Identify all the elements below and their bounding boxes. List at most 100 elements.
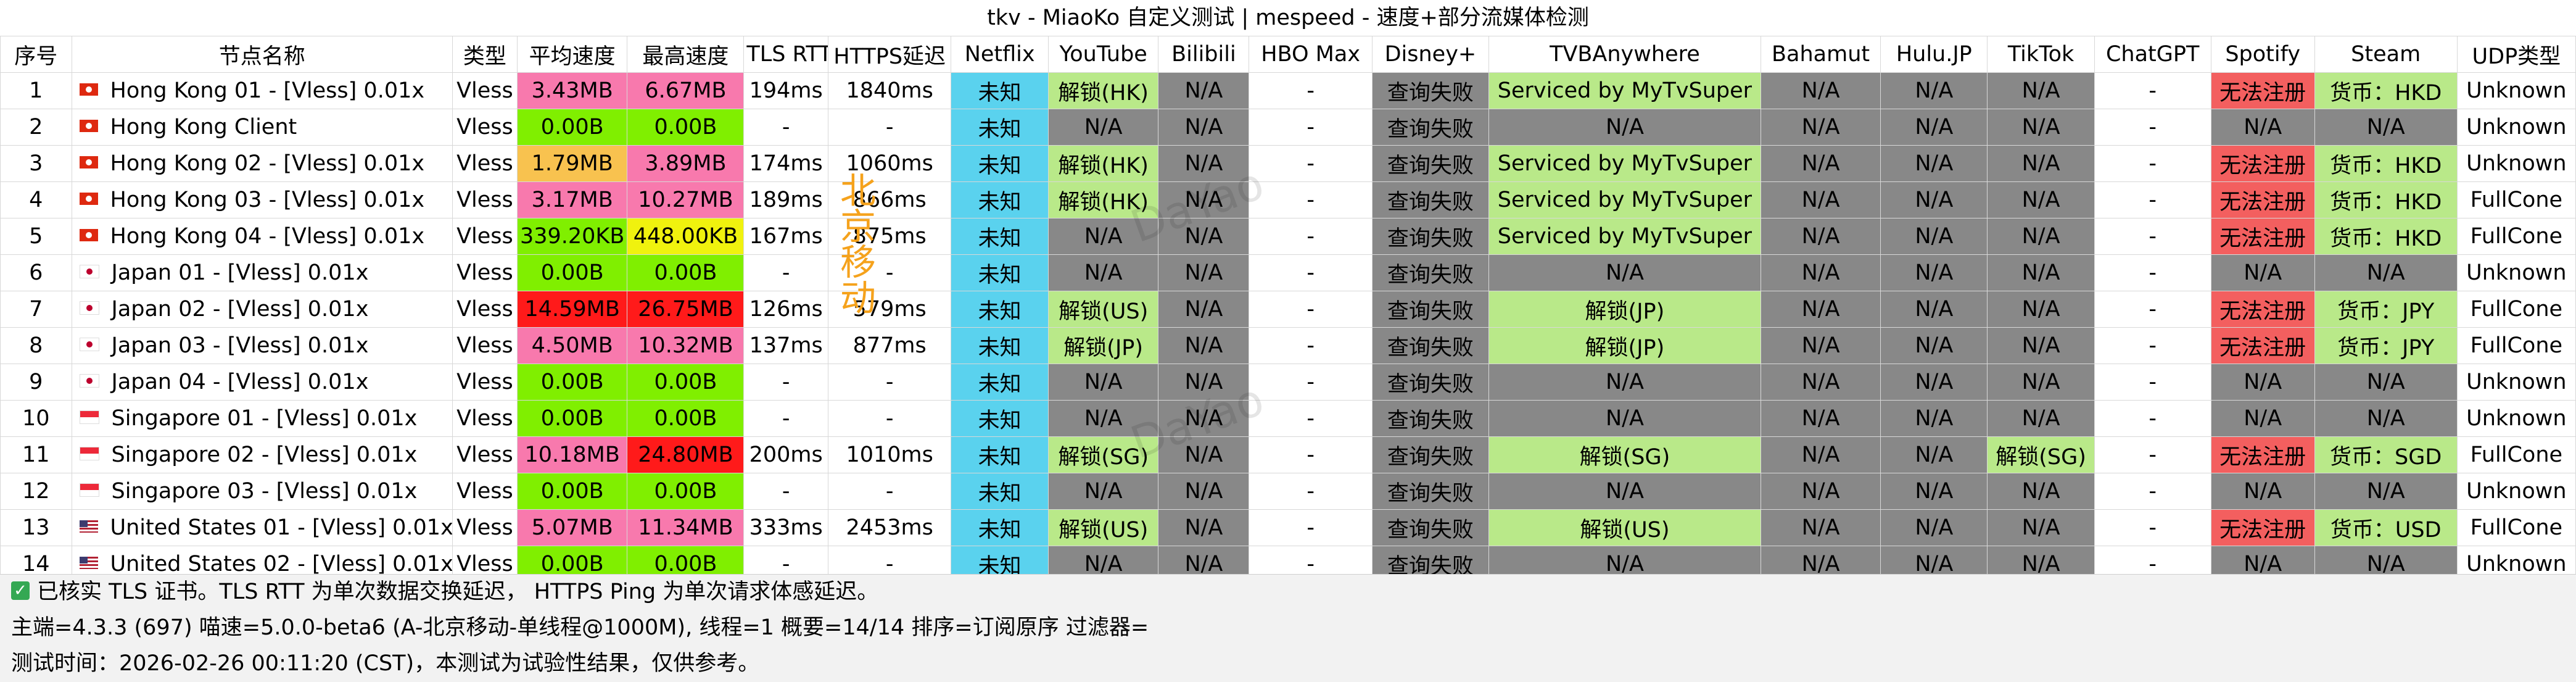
- cell-index: 12: [0, 473, 72, 510]
- cell-disney-plus: 查询失败: [1371, 436, 1489, 473]
- cell-netflix: 未知: [951, 254, 1049, 291]
- cell-hulu-jp: N/A: [1880, 291, 1988, 328]
- cell-steam: N/A: [2314, 109, 2458, 146]
- cell-https-latency: -: [827, 364, 952, 401]
- flag-jp-icon: [79, 301, 99, 315]
- cell-type: Vless: [452, 473, 518, 510]
- cell-hulu-jp: N/A: [1880, 145, 1988, 182]
- column-header-node-name: 节点名称: [71, 36, 453, 73]
- cell-netflix: 未知: [951, 327, 1049, 364]
- cell-tls-rtt: -: [743, 109, 828, 146]
- cell-tiktok: N/A: [1987, 400, 2095, 437]
- column-header-bahamut: Bahamut: [1760, 36, 1881, 73]
- cell-youtube: 解锁(US): [1047, 291, 1159, 328]
- node-name-text: Japan 02 - [Vless] 0.01x: [111, 297, 369, 322]
- cell-youtube: 解锁(US): [1047, 509, 1159, 546]
- cell-max-speed: 11.34MB: [627, 509, 745, 546]
- cell-chatgpt: -: [2094, 436, 2211, 473]
- table-row: 6 Japan 01 - [Vless] 0.01x Vless 0.00B 0.00B…: [0, 254, 2576, 291]
- cell-youtube: 解锁(JP): [1047, 327, 1159, 364]
- flag-hk-icon: [79, 83, 98, 96]
- cell-tls-rtt: 194ms: [743, 72, 828, 109]
- cell-netflix: 未知: [951, 218, 1049, 255]
- cell-https-latency: 579ms: [827, 291, 952, 328]
- cell-max-speed: 10.32MB: [627, 327, 745, 364]
- cell-https-latency: 2453ms: [827, 509, 952, 546]
- cell-spotify: 无法注册: [2210, 291, 2315, 328]
- node-name-text: Singapore 01 - [Vless] 0.01x: [111, 406, 418, 431]
- cell-disney-plus: 查询失败: [1371, 145, 1489, 182]
- table-row: 8 Japan 03 - [Vless] 0.01x Vless 4.50MB 10.3…: [0, 327, 2576, 364]
- flag-hk-icon: [79, 156, 98, 168]
- cell-tls-rtt: 333ms: [743, 509, 828, 546]
- cell-avg-speed: 14.59MB: [516, 291, 628, 328]
- column-header-avg-speed: 平均速度: [516, 36, 628, 73]
- cell-youtube: N/A: [1047, 109, 1159, 146]
- table-row: 4 Hong Kong 03 - [Vless] 0.01x Vless 3.17MB…: [0, 181, 2576, 218]
- node-name-text: United States 01 - [Vless] 0.01x: [110, 515, 453, 540]
- cell-node-name: Hong Kong 04 - [Vless] 0.01x: [71, 218, 453, 255]
- cell-tiktok: N/A: [1987, 291, 2095, 328]
- cell-youtube: N/A: [1047, 218, 1159, 255]
- cell-netflix: 未知: [951, 72, 1049, 109]
- cell-node-name: United States 01 - [Vless] 0.01x: [71, 509, 453, 546]
- cell-tiktok: N/A: [1987, 181, 2095, 218]
- cell-bilibili: N/A: [1158, 400, 1250, 437]
- footer-line-1: 已核实 TLS 证书。TLS RTT 为单次数据交换延迟， HTTPS Ping…: [37, 580, 879, 604]
- node-name-text: Hong Kong Client: [110, 115, 297, 139]
- cell-tls-rtt: -: [743, 473, 828, 510]
- column-header-type: 类型: [452, 36, 518, 73]
- cell-hbo-max: -: [1249, 291, 1373, 328]
- flag-us-icon: [79, 520, 98, 533]
- cell-tvbanywhere: 解锁(JP): [1488, 327, 1761, 364]
- cell-bahamut: N/A: [1760, 181, 1881, 218]
- cell-hulu-jp: N/A: [1880, 473, 1988, 510]
- cell-index: 11: [0, 436, 72, 473]
- cell-chatgpt: -: [2094, 400, 2211, 437]
- cell-disney-plus: 查询失败: [1371, 72, 1489, 109]
- cell-spotify: N/A: [2210, 364, 2315, 401]
- cell-youtube: N/A: [1047, 364, 1159, 401]
- cell-index: 1: [0, 72, 72, 109]
- cell-https-latency: 875ms: [827, 218, 952, 255]
- column-header-udp-type: UDP类型: [2456, 36, 2576, 73]
- flag-sg-icon: [79, 447, 99, 460]
- cell-node-name: Japan 01 - [Vless] 0.01x: [71, 254, 453, 291]
- cell-node-name: Singapore 02 - [Vless] 0.01x: [71, 436, 453, 473]
- cell-max-speed: 0.00B: [627, 473, 745, 510]
- column-header-chatgpt: ChatGPT: [2094, 36, 2211, 73]
- cell-hbo-max: -: [1249, 218, 1373, 255]
- cell-disney-plus: 查询失败: [1371, 218, 1489, 255]
- cell-avg-speed: 1.79MB: [516, 145, 628, 182]
- cell-disney-plus: 查询失败: [1371, 400, 1489, 437]
- cell-https-latency: 1010ms: [827, 436, 952, 473]
- cell-index: 7: [0, 291, 72, 328]
- cell-tls-rtt: -: [743, 254, 828, 291]
- cell-type: Vless: [452, 400, 518, 437]
- cell-hbo-max: -: [1249, 327, 1373, 364]
- cell-disney-plus: 查询失败: [1371, 327, 1489, 364]
- table-row: 2 Hong Kong Client Vless 0.00B 0.00B - - 未知 N/A N…: [0, 109, 2576, 146]
- cell-type: Vless: [452, 218, 518, 255]
- cell-type: Vless: [452, 145, 518, 182]
- cell-hulu-jp: N/A: [1880, 218, 1988, 255]
- cell-bilibili: N/A: [1158, 327, 1250, 364]
- cell-udp-type: Unknown: [2456, 72, 2576, 109]
- table-row: 12 Singapore 03 - [Vless] 0.01x Vless 0.00B…: [0, 473, 2576, 510]
- cell-hulu-jp: N/A: [1880, 400, 1988, 437]
- table-row: 3 Hong Kong 02 - [Vless] 0.01x Vless 1.79MB…: [0, 145, 2576, 182]
- flag-hk-icon: [79, 120, 98, 132]
- table-row: 10 Singapore 01 - [Vless] 0.01x Vless 0.00B…: [0, 400, 2576, 437]
- cell-tls-rtt: -: [743, 400, 828, 437]
- column-header-youtube: YouTube: [1047, 36, 1159, 73]
- cell-spotify: 无法注册: [2210, 181, 2315, 218]
- cell-steam: 货币：SGD: [2314, 436, 2458, 473]
- cell-https-latency: 877ms: [827, 327, 952, 364]
- cell-chatgpt: -: [2094, 473, 2211, 510]
- cell-tvbanywhere: N/A: [1488, 473, 1761, 510]
- cell-tls-rtt: 167ms: [743, 218, 828, 255]
- cell-hbo-max: -: [1249, 254, 1373, 291]
- cell-udp-type: Unknown: [2456, 364, 2576, 401]
- cell-index: 5: [0, 218, 72, 255]
- cell-youtube: 解锁(HK): [1047, 145, 1159, 182]
